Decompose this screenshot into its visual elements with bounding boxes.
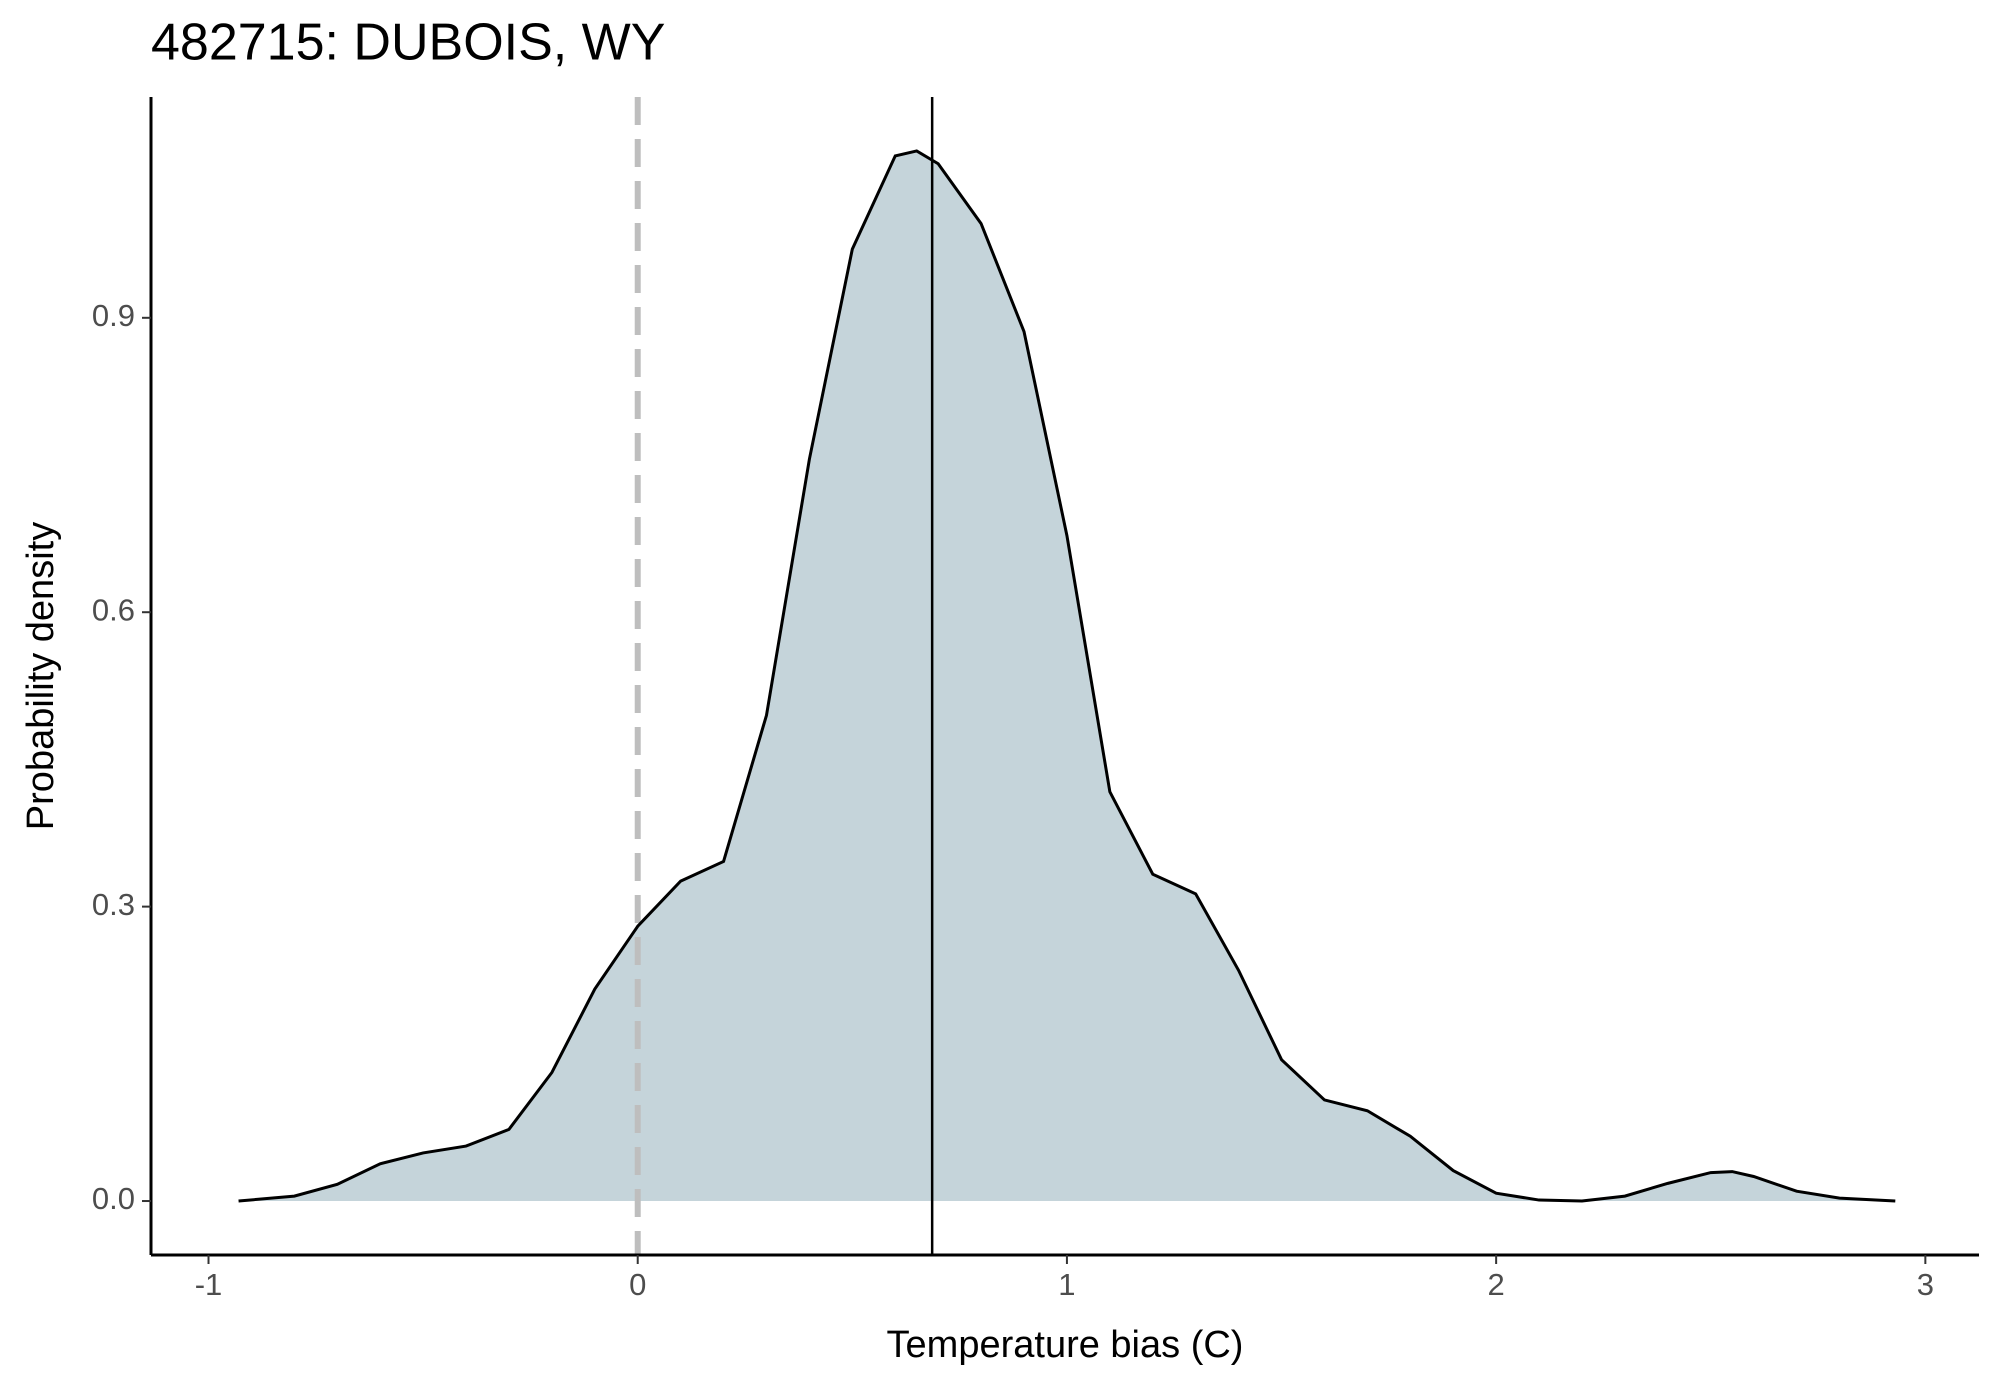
x-tick-label: 2: [1488, 1267, 1505, 1302]
y-tick-label: 0.0: [92, 1181, 135, 1216]
y-axis-title: Probability density: [20, 522, 62, 830]
x-tick-label: 1: [1058, 1267, 1075, 1302]
y-tick-label: 0.9: [92, 298, 135, 333]
x-tick-label: -1: [195, 1267, 223, 1302]
y-tick-label: 0.3: [92, 887, 135, 922]
density-line: [238, 149, 1896, 1203]
x-tick-label: 0: [629, 1267, 646, 1302]
density-area: [238, 150, 1896, 1202]
y-tick-label: 0.6: [92, 592, 135, 627]
x-tick-label: 3: [1917, 1267, 1934, 1302]
x-axis-title: Temperature bias (C): [887, 1324, 1244, 1366]
chart-title: 482715: DUBOIS, WY: [151, 14, 665, 72]
